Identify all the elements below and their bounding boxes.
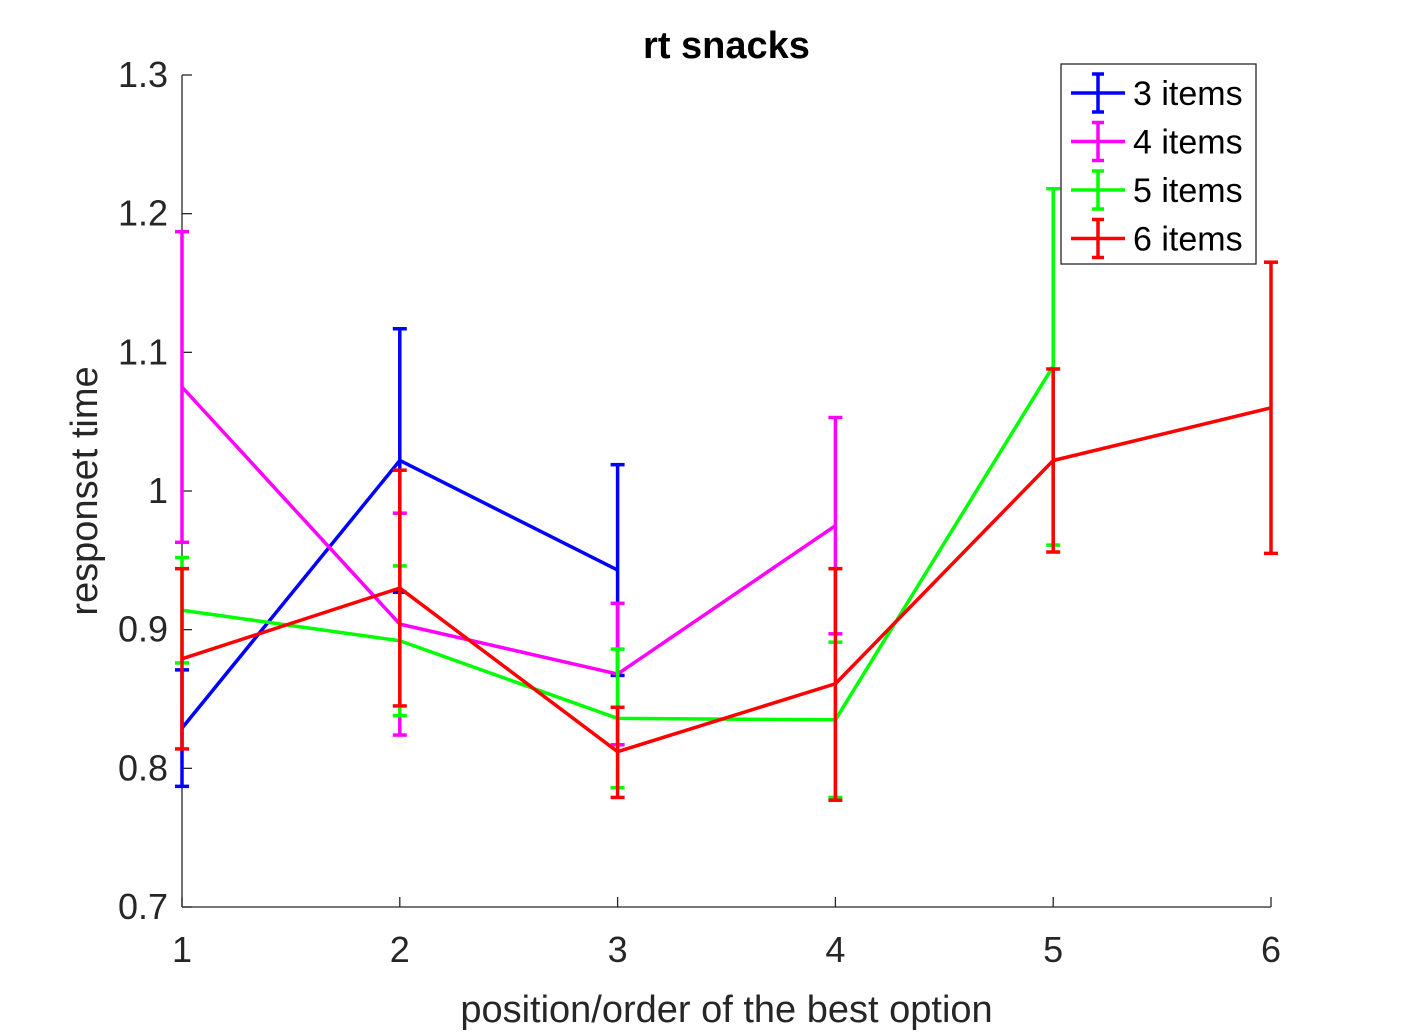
- x-tick-label: 3: [608, 929, 628, 970]
- x-tick-label: 4: [825, 929, 845, 970]
- y-tick-label: 0.9: [118, 609, 168, 650]
- y-tick-label: 1.2: [118, 193, 168, 234]
- y-tick-label: 1.3: [118, 54, 168, 95]
- legend-label: 4 items: [1133, 124, 1243, 162]
- legend: 3 items 4 items 5 items 6 items: [1060, 63, 1257, 265]
- series-line: [180, 385, 837, 676]
- y-tick-label: 0.8: [118, 747, 168, 788]
- x-axis-title: position/order of the best option: [460, 989, 992, 1031]
- legend-label: 5 items: [1133, 172, 1243, 210]
- y-tick-label: 1: [148, 470, 168, 511]
- plot-area: [175, 186, 1278, 802]
- legend-label: 3 items: [1133, 75, 1243, 113]
- series-4: [175, 260, 1278, 802]
- chart-title: rt snacks: [643, 25, 810, 67]
- x-tick-label: 1: [172, 929, 192, 970]
- legend-box: [1060, 63, 1257, 265]
- series-line: [181, 406, 1272, 754]
- y-tick-label: 1.1: [118, 331, 168, 372]
- legend-label: 6 items: [1133, 221, 1243, 259]
- x-tick-label: 2: [390, 929, 410, 970]
- x-tick-label: 6: [1261, 929, 1281, 970]
- y-axis-title: responset time: [64, 366, 106, 615]
- y-tick-label: 0.7: [118, 886, 168, 927]
- x-tick-label: 5: [1043, 929, 1063, 970]
- axes: 0.7 0.8 0.9 1 1.1 1.2 1.3 1 2 3 4 5 6: [118, 54, 1281, 970]
